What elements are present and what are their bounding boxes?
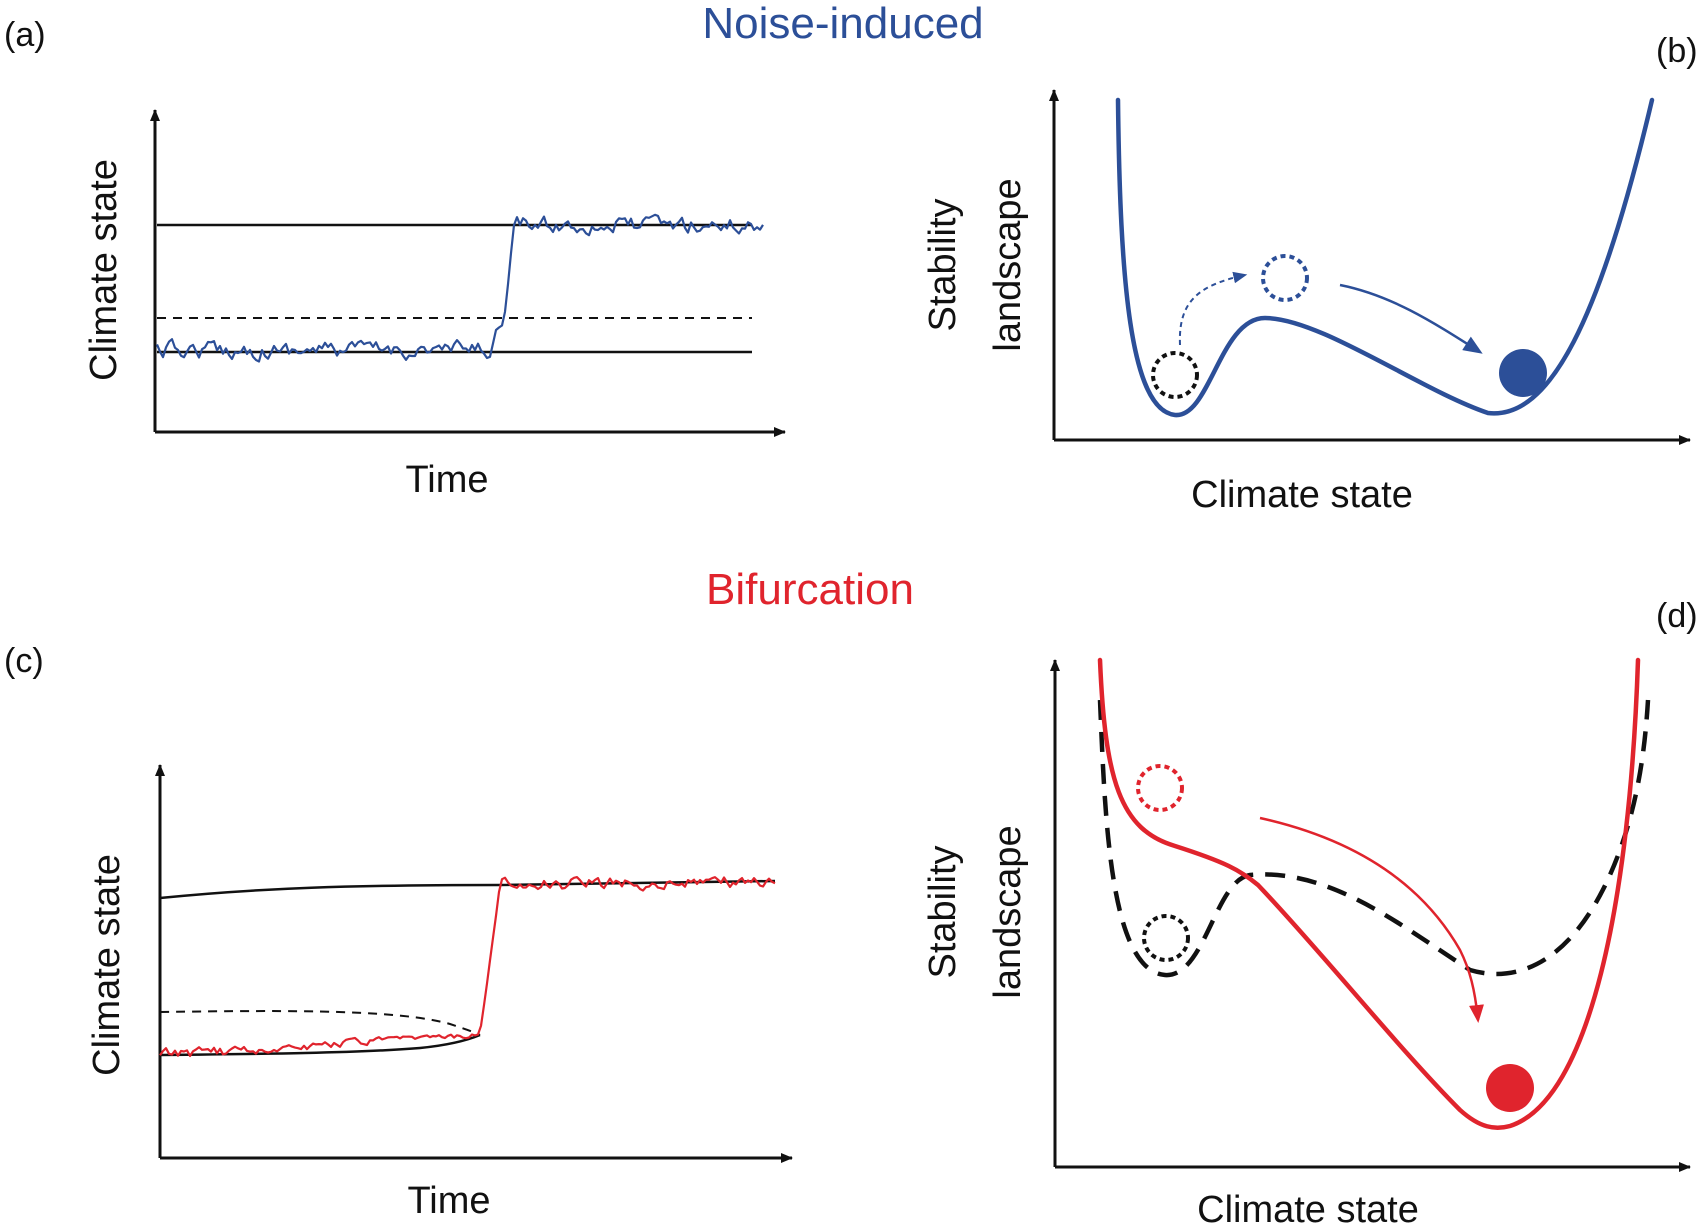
panel-c-x-axis-label: Time — [407, 1180, 490, 1222]
panel-b-y-axis-label-line1: Stability — [922, 198, 964, 331]
panel-c-y-axis-label: Climate state — [86, 854, 128, 1076]
panel-b-double-well-potential — [1115, 97, 1655, 418]
panel-d-unstable-state-ball — [1136, 764, 1184, 812]
bifurcation-title: Bifurcation — [706, 565, 914, 614]
panel-c: (c) Climate state Time — [4, 642, 793, 1222]
panel-a-noisy-time-series — [155, 213, 764, 363]
panel-d-initial-double-well-potential — [1097, 699, 1651, 978]
panel-b-x-axis-label: Climate state — [1191, 474, 1413, 516]
panel-d-y-axis-label-line2: landscape — [987, 825, 1029, 998]
panel-d-x-axis-label: Climate state — [1197, 1189, 1419, 1225]
panel-d-y-axis-label-line1: Stability — [922, 845, 964, 978]
panel-a-y-axis-label: Climate state — [83, 159, 125, 381]
panel-a-x-axis-label: Time — [405, 459, 488, 501]
panel-a: (a) Climate state Time — [4, 16, 786, 501]
panel-c-label: (c) — [4, 642, 44, 680]
panel-d-bifurcated-potential — [1097, 657, 1641, 1130]
panel-a-label: (a) — [4, 16, 46, 54]
panel-b: (b) Stability landscape Climate state — [922, 32, 1698, 516]
noise-induced-title: Noise-induced — [702, 0, 983, 48]
panel-d-transition-arrow — [1259, 816, 1484, 1023]
panel-c-noisy-time-series — [159, 875, 776, 1058]
panel-c-lower-stable-branch — [159, 1033, 481, 1057]
panel-d-final-state-ball — [1486, 1064, 1534, 1112]
panel-c-unstable-branch — [159, 1010, 481, 1036]
panel-d: (d) Stability landscape Climate state — [922, 597, 1698, 1225]
panel-b-label: (b) — [1656, 32, 1698, 70]
panel-b-initial-state-ball — [1151, 351, 1199, 399]
panel-b-noise-kick-arrow — [1178, 271, 1248, 346]
panel-d-initial-state-ball — [1142, 914, 1190, 962]
panel-b-transition-state-ball — [1261, 254, 1309, 302]
panel-b-y-axis-label-line2: landscape — [987, 178, 1029, 351]
panel-b-final-state-ball — [1499, 349, 1547, 397]
panel-d-label: (d) — [1656, 597, 1698, 635]
panel-b-transition-arrow — [1339, 283, 1483, 354]
